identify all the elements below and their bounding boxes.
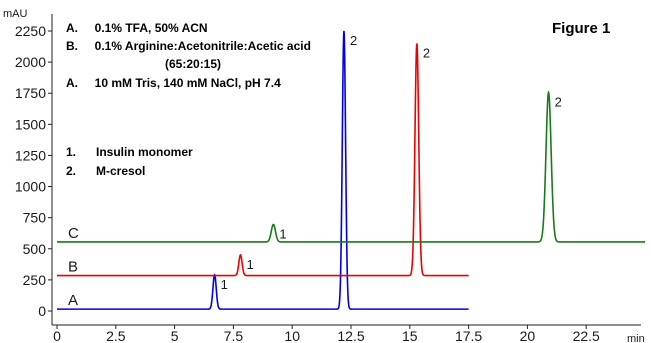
y-ticks: 0 250 500 750 1000 1250 1500 1750 2000 2250 (15, 23, 52, 319)
y-tick-label: 1500 (15, 116, 46, 132)
y-tick-label: 750 (23, 210, 47, 226)
peak-label: 1 (246, 257, 253, 272)
legend: A. 0.1% TFA, 50% ACN B. 0.1% Arginine:Ac… (66, 21, 311, 178)
y-tick-label: 0 (38, 303, 46, 319)
trace-label-a: A (68, 292, 78, 309)
x-tick-label: 10 (284, 328, 300, 343)
y-tick-label: 2250 (15, 23, 46, 39)
legend-peak-1: 1. Insulin monomer (66, 145, 193, 159)
trace-c (57, 90, 645, 243)
x-tick-label: 0 (53, 328, 61, 343)
y-tick-label: 1250 (15, 147, 46, 163)
y-axis-unit: mAU (3, 8, 28, 20)
peak-label: 2 (350, 33, 357, 48)
peak-label: 2 (555, 95, 562, 110)
legend-line-c: A. 10 mM Tris, 140 mM NaCl, pH 7.4 (66, 76, 281, 90)
x-ticks: 0 2.5 5 7.5 10 12.5 15 17.5 20 22.5 (53, 325, 600, 343)
trace-b (57, 43, 469, 277)
legend-line-a: A. 0.1% TFA, 50% ACN (66, 21, 208, 35)
peak-label: 1 (221, 277, 228, 292)
peak-label: 1 (279, 227, 286, 242)
y-tick-label: 250 (23, 272, 47, 288)
y-tick-label: 1750 (15, 85, 46, 101)
trace-a (57, 30, 469, 310)
legend-line-b-ratio: (65:20:15) (165, 57, 221, 71)
trace-label-b: B (68, 259, 78, 276)
peak-label: 2 (423, 45, 430, 60)
x-tick-label: 20 (520, 328, 536, 343)
y-tick-label: 2000 (15, 54, 46, 70)
y-tick-label: 1000 (15, 179, 46, 195)
x-tick-label: 7.5 (224, 328, 244, 343)
x-tick-label: 12.5 (337, 328, 364, 343)
peak-labels: 1 2 1 2 1 2 (221, 33, 562, 292)
legend-line-b: B. 0.1% Arginine:Acetonitrile:Acetic aci… (66, 39, 311, 53)
y-tick-label: 500 (23, 241, 47, 257)
trace-labels: ABC (68, 225, 79, 309)
trace-label-c: C (68, 225, 79, 242)
x-tick-label: 5 (171, 328, 179, 343)
traces (57, 30, 645, 310)
x-tick-label: 2.5 (106, 328, 126, 343)
x-tick-label: 17.5 (455, 328, 482, 343)
legend-peak-2: 2. M-cresol (66, 164, 145, 178)
x-tick-label: 15 (402, 328, 418, 343)
x-tick-label: 22.5 (573, 328, 600, 343)
figure-title: Figure 1 (552, 20, 610, 37)
x-axis-unit: min (627, 333, 645, 343)
